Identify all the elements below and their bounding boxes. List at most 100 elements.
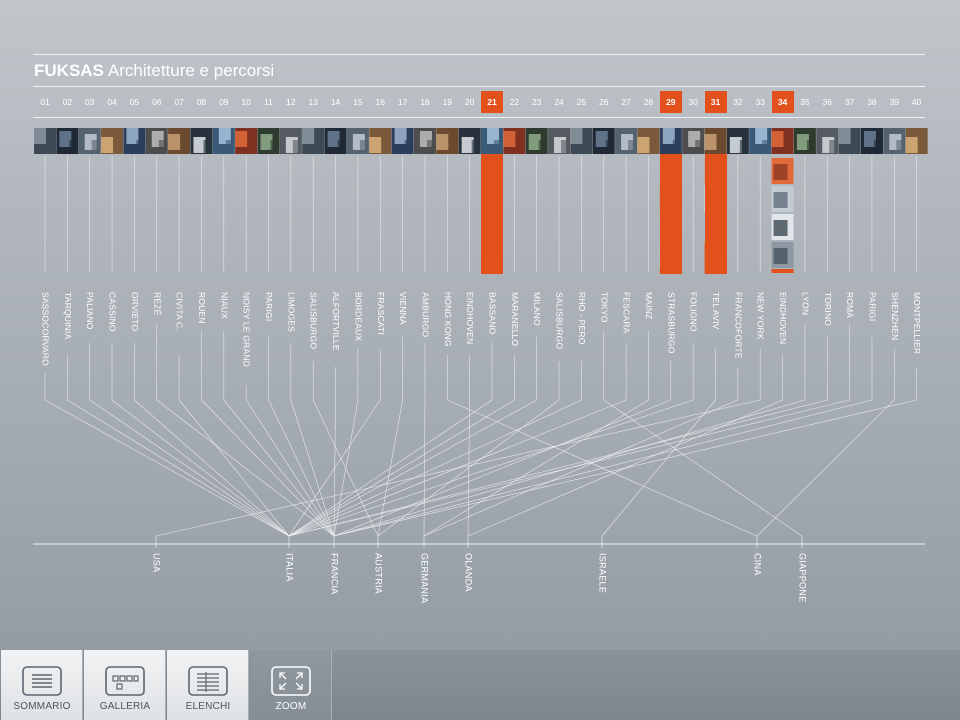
project-number[interactable]: 25 (576, 97, 587, 107)
project-thumbnail[interactable] (413, 128, 436, 154)
city-label[interactable]: HONG KONG (442, 292, 453, 347)
city-label[interactable]: ROMA (845, 292, 856, 319)
project-number[interactable]: 38 (867, 97, 877, 107)
project-thumbnail[interactable] (391, 128, 414, 154)
project-thumbnail[interactable] (771, 128, 794, 154)
city-label[interactable]: VIENNA (398, 292, 409, 325)
country-label[interactable]: ISRAELE (597, 553, 608, 594)
project-thumbnail[interactable] (682, 128, 705, 154)
project-thumbnail[interactable] (346, 128, 369, 154)
country-label[interactable]: FRANCIA (329, 553, 340, 595)
city-label[interactable]: AMBURGO (420, 292, 431, 338)
city-label[interactable]: BORDEAUX (353, 292, 364, 342)
project-thumbnail[interactable] (860, 128, 883, 154)
country-label[interactable]: GIAPPONE (797, 553, 808, 603)
project-number[interactable]: 30 (688, 97, 698, 107)
city-label[interactable]: CASSINO (107, 292, 118, 332)
project-number[interactable]: 09 (219, 97, 229, 107)
city-label[interactable]: EINDHOVEN (465, 292, 476, 345)
galleria-button[interactable]: GALLERIA (84, 650, 166, 720)
city-label[interactable]: FESCARA (621, 292, 632, 334)
project-detail-thumbnail[interactable] (771, 214, 794, 240)
project-number[interactable]: 17 (397, 97, 408, 107)
city-label[interactable]: MAINZ (643, 292, 654, 320)
project-number[interactable]: 23 (531, 97, 542, 107)
project-thumbnail[interactable] (704, 128, 727, 154)
project-number[interactable]: 03 (84, 97, 95, 107)
project-thumbnail[interactable] (637, 128, 660, 154)
project-thumbnail[interactable] (883, 128, 906, 154)
project-detail-thumbnail[interactable] (771, 186, 794, 212)
project-thumbnail[interactable] (548, 128, 571, 154)
city-label[interactable]: TOKYO (599, 292, 610, 323)
project-number[interactable]: 39 (889, 97, 900, 107)
project-thumbnail[interactable] (525, 128, 548, 154)
city-label[interactable]: RHO - PERO (576, 292, 587, 345)
project-thumbnail[interactable] (190, 128, 213, 154)
city-label[interactable]: SALISBURGO (554, 292, 565, 350)
project-number[interactable]: 37 (844, 97, 855, 107)
city-label[interactable]: SALISBURGO (308, 292, 319, 350)
project-number[interactable]: 21 (481, 91, 503, 113)
city-label[interactable]: NIAUX (219, 292, 230, 319)
city-label[interactable]: LIMOGES (286, 292, 297, 333)
project-thumbnail[interactable] (257, 128, 280, 154)
project-number[interactable]: 20 (464, 97, 475, 107)
project-thumbnail[interactable] (101, 128, 124, 154)
project-number[interactable]: 15 (353, 97, 363, 107)
project-number[interactable]: 04 (107, 97, 117, 107)
project-number[interactable]: 35 (800, 97, 810, 107)
project-thumbnail[interactable] (570, 128, 593, 154)
project-thumbnail[interactable] (56, 128, 79, 154)
country-label[interactable]: ITALIA (284, 553, 295, 582)
project-number[interactable]: 10 (241, 97, 251, 107)
project-number[interactable]: 27 (621, 97, 631, 107)
project-number[interactable]: 36 (822, 97, 832, 107)
project-number[interactable]: 14 (330, 97, 341, 107)
city-label[interactable]: ALFORTVILLE (331, 292, 342, 351)
city-label[interactable]: BASSANO (487, 292, 498, 335)
city-label[interactable]: PARIGI (264, 292, 274, 322)
city-label[interactable]: MONTPELLIER (912, 292, 923, 355)
project-thumbnail[interactable] (503, 128, 526, 154)
project-thumbnail[interactable] (838, 128, 861, 154)
project-thumbnail[interactable] (458, 128, 481, 154)
sommario-button[interactable]: SOMMARIO (1, 650, 83, 720)
project-thumbnail[interactable] (615, 128, 638, 154)
city-label[interactable]: CIVITA C. (174, 292, 185, 331)
project-thumbnail[interactable] (659, 128, 682, 154)
project-number[interactable]: 31 (704, 91, 727, 113)
city-label[interactable]: ROUEN (196, 292, 207, 324)
city-label[interactable]: STRASBURGO (666, 292, 677, 354)
city-label[interactable]: TARQUINIA (62, 292, 73, 340)
project-number[interactable]: 02 (62, 97, 73, 107)
project-number[interactable]: 34 (771, 91, 794, 113)
project-thumbnail[interactable] (168, 128, 191, 154)
country-label[interactable]: AUSTRIA (373, 553, 384, 595)
project-number[interactable]: 12 (286, 97, 296, 107)
project-number[interactable]: 32 (733, 97, 743, 107)
city-label[interactable]: REZÉ (152, 292, 163, 316)
city-label[interactable]: FOLIGNO (688, 292, 699, 332)
country-label[interactable]: OLANDA (463, 553, 474, 592)
project-number[interactable]: 05 (129, 97, 140, 107)
project-number[interactable]: 13 (308, 97, 318, 107)
project-thumbnail[interactable] (123, 128, 146, 154)
project-thumbnail[interactable] (279, 128, 302, 154)
project-number[interactable]: 19 (442, 97, 453, 107)
project-thumbnail[interactable] (369, 128, 392, 154)
project-thumbnail[interactable] (34, 128, 56, 154)
project-thumbnail[interactable] (726, 128, 749, 154)
city-label[interactable]: PALIANO (85, 292, 96, 330)
project-thumbnail[interactable] (235, 128, 258, 154)
city-label[interactable]: EINDHOVEN (778, 292, 789, 345)
city-label[interactable]: NOISY LE GRAND (241, 292, 252, 367)
project-number[interactable]: 18 (420, 97, 430, 107)
city-label[interactable]: LYON (800, 292, 811, 316)
city-label[interactable]: NEW YORK (755, 292, 766, 340)
project-number[interactable]: 07 (174, 97, 184, 107)
project-thumbnail[interactable] (905, 128, 928, 154)
city-label[interactable]: PARIGI (867, 292, 878, 322)
project-number[interactable]: 11 (264, 97, 273, 107)
country-label[interactable]: GERMANIA (419, 553, 430, 604)
